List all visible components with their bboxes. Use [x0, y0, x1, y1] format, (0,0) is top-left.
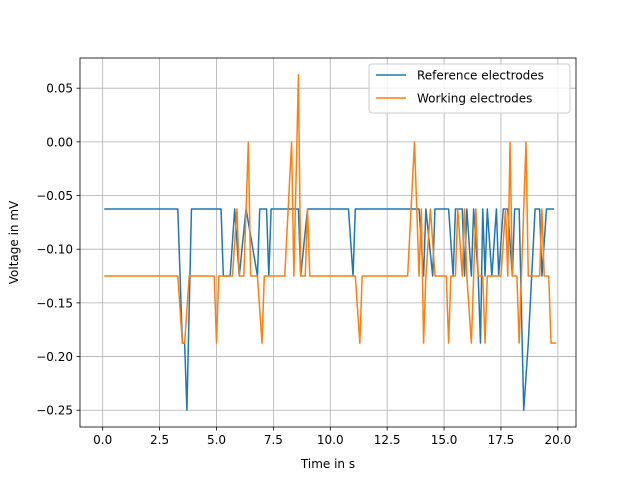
legend: Reference electrodes Working electrodes [368, 63, 571, 114]
y-tick-label: −0.20 [36, 350, 73, 364]
plot-frame [79, 57, 577, 428]
x-tick-label: 17.5 [488, 433, 515, 447]
legend-label-reference: Reference electrodes [417, 69, 544, 83]
y-tick-label: −0.25 [36, 404, 73, 418]
x-axis-label: Time in s [300, 457, 355, 471]
x-tick-label: 20.0 [544, 433, 571, 447]
legend-label-working: Working electrodes [417, 92, 532, 106]
series-line-working [104, 74, 557, 344]
x-tick-label: 12.5 [374, 433, 401, 447]
y-tick-label: 0.00 [46, 135, 73, 149]
x-tick-label: 5.0 [207, 433, 226, 447]
x-tick-label: 10.0 [317, 433, 344, 447]
legend-box [368, 63, 571, 114]
y-tick-label: 0.05 [46, 82, 73, 96]
y-axis-ticks: −0.25 −0.20 −0.15 −0.10 −0.05 0.00 0.05 [36, 82, 80, 418]
series-line-reference [104, 208, 555, 411]
x-tick-label: 0.0 [93, 433, 112, 447]
x-tick-label: 2.5 [150, 433, 169, 447]
y-tick-label: −0.05 [36, 189, 73, 203]
series-lines [104, 74, 557, 411]
x-tick-label: 7.5 [264, 433, 283, 447]
y-tick-label: −0.15 [36, 296, 73, 310]
x-tick-label: 15.0 [431, 433, 458, 447]
y-axis-label: Voltage in mV [7, 200, 21, 284]
grid-lines [80, 58, 576, 427]
y-tick-label: −0.10 [36, 243, 73, 257]
x-axis-ticks: 0.0 2.5 5.0 7.5 10.0 12.5 15.0 17.5 20.0 [93, 427, 571, 447]
